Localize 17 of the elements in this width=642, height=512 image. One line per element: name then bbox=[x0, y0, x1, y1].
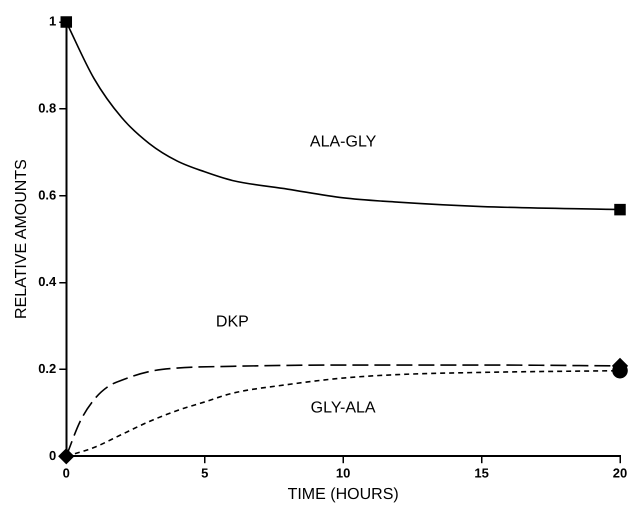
y-tick-label: 0.6 bbox=[38, 187, 56, 202]
text: ALA-GLY bbox=[310, 133, 377, 150]
x-tick-label: 10 bbox=[336, 466, 350, 481]
y-tick-label: 0.2 bbox=[38, 360, 56, 376]
y-tick-label: 1 bbox=[49, 14, 56, 29]
x-tick-label: 15 bbox=[474, 466, 489, 481]
x-tick-label: 20 bbox=[612, 466, 628, 481]
x-tick-label: 0 bbox=[62, 466, 70, 481]
y-tick-label: 0 bbox=[49, 448, 56, 463]
y-axis-title: RELATIVE AMOUNTS bbox=[13, 159, 30, 319]
x-axis-title: TIME (HOURS) bbox=[288, 486, 399, 503]
series-label: GLY-ALA bbox=[310, 399, 376, 416]
point bbox=[58, 448, 74, 464]
y-tick-label: 0.4 bbox=[38, 274, 58, 290]
y-tick-label: 0.8 bbox=[38, 100, 56, 116]
text: DKP bbox=[216, 314, 249, 331]
x-tick-label: 5 bbox=[201, 466, 208, 481]
